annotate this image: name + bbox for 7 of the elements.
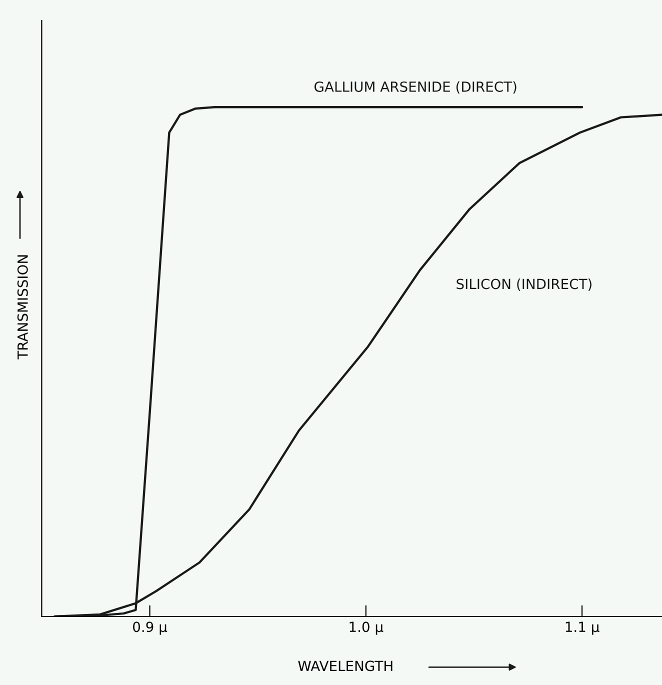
x-axis-title: WAVELENGTH	[298, 660, 392, 672]
text: SILICON (INDIRECT)	[456, 278, 592, 291]
x-tick-label: 1.1 μ	[566, 622, 600, 635]
y-axis-title: TRANSMISSION	[17, 255, 28, 360]
x-tick-label: 0.9 μ	[133, 622, 168, 635]
series-label: GALLIUM ARSENIDE (DIRECT)	[314, 81, 516, 94]
x-tick-label: 1.0 μ	[350, 622, 384, 635]
